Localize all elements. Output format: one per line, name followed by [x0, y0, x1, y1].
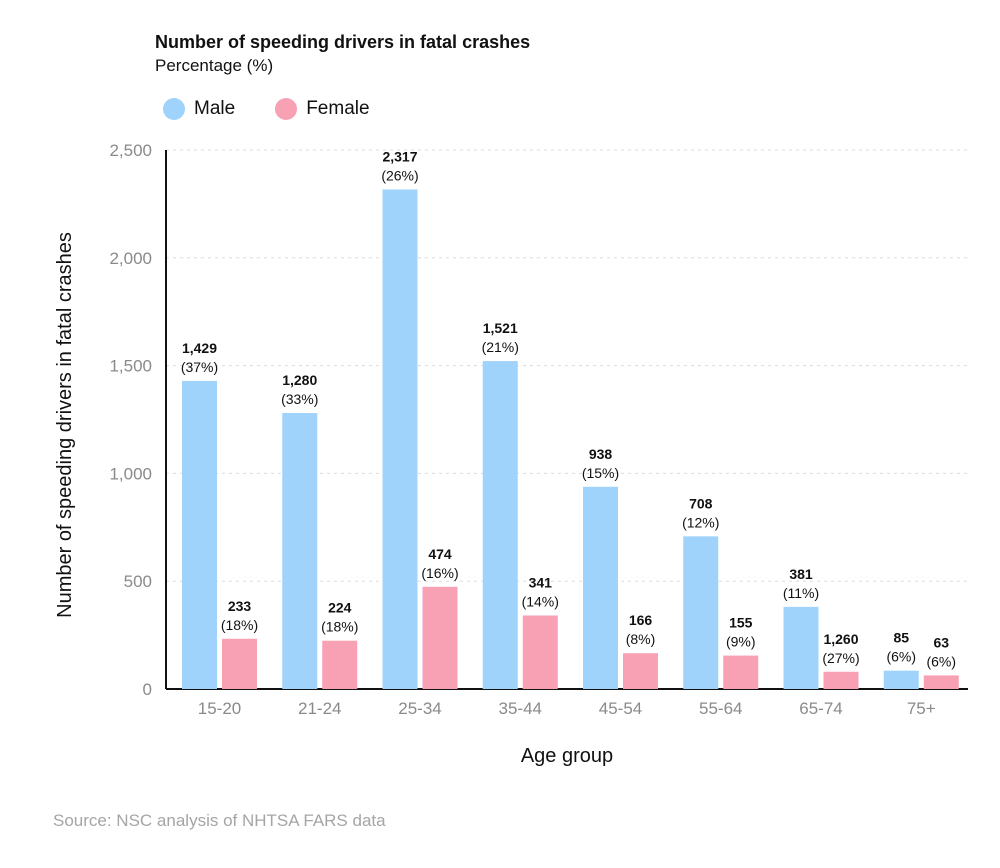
bar-female — [322, 640, 358, 689]
y-tick-label: 1,500 — [109, 357, 152, 376]
data-label-female: 341 — [529, 574, 553, 590]
bar-male — [482, 361, 518, 689]
percent-label-female: (6%) — [926, 653, 956, 669]
data-label-male: 2,317 — [382, 148, 417, 164]
x-tick-label: 35-44 — [499, 699, 542, 718]
bar-female — [222, 638, 257, 689]
legend-item-female: Female — [275, 98, 370, 120]
y-tick-label: 0 — [143, 680, 152, 699]
x-tick-label: 15-20 — [198, 699, 241, 718]
data-label-female: 155 — [729, 615, 753, 631]
percent-label-male: (21%) — [482, 339, 519, 355]
bar-male — [583, 486, 618, 689]
bar-female — [923, 675, 959, 689]
data-label-male: 1,521 — [483, 320, 518, 336]
data-label-female: 233 — [228, 598, 252, 614]
x-axis-title: Age group — [521, 745, 613, 767]
percent-label-female: (8%) — [626, 631, 656, 647]
data-label-male: 85 — [893, 630, 909, 646]
percent-label-male: (26%) — [381, 167, 418, 183]
y-tick-label: 2,500 — [109, 141, 152, 160]
bar-male — [883, 670, 919, 689]
chart-subtitle: Percentage (%) — [155, 56, 274, 75]
x-tick-label: 45-54 — [599, 699, 642, 718]
data-label-female: 63 — [933, 634, 949, 650]
y-tick-label: 500 — [124, 572, 152, 591]
y-axis-title: Number of speeding drivers in fatal cras… — [54, 232, 76, 618]
percent-label-female: (18%) — [221, 617, 258, 633]
legend-label-female: Female — [306, 98, 370, 119]
bar-male — [683, 536, 719, 689]
bar-female — [823, 671, 859, 689]
bar-male — [783, 606, 819, 689]
x-tick-label: 21-24 — [298, 699, 341, 718]
legend-swatch-male — [163, 98, 185, 120]
bar-male — [382, 189, 418, 689]
percent-label-male: (15%) — [582, 465, 619, 481]
percent-label-male: (12%) — [682, 514, 719, 530]
bar-female — [422, 586, 458, 689]
data-label-female: 166 — [629, 612, 653, 628]
data-label-male: 938 — [589, 446, 613, 462]
percent-label-female: (14%) — [522, 593, 559, 609]
x-tick-label: 25-34 — [398, 699, 441, 718]
chart-title: Number of speeding drivers in fatal cras… — [155, 32, 531, 52]
x-tick-label: 75+ — [907, 699, 936, 718]
x-tick-label: 55-64 — [699, 699, 742, 718]
data-label-male: 381 — [789, 566, 813, 582]
data-label-male: 1,429 — [182, 340, 217, 356]
data-label-female: 224 — [328, 600, 352, 616]
bar-female — [723, 655, 759, 689]
source-note: Source: NSC analysis of NHTSA FARS data — [53, 811, 386, 830]
percent-label-male: (11%) — [783, 585, 819, 601]
legend: Male Female — [163, 98, 370, 120]
percent-label-male: (33%) — [281, 391, 318, 407]
data-label-female: 474 — [428, 546, 452, 562]
percent-label-female: (16%) — [421, 565, 458, 581]
percent-label-female: (18%) — [321, 619, 358, 635]
percent-label-male: (37%) — [181, 359, 218, 375]
bar-male — [282, 413, 318, 689]
percent-label-female: (9%) — [726, 634, 756, 650]
y-tick-label: 2,000 — [109, 249, 152, 268]
data-label-male: 708 — [689, 495, 713, 511]
y-tick-label: 1,000 — [109, 464, 152, 483]
percent-label-female: (27%) — [822, 650, 859, 666]
legend-label-male: Male — [194, 98, 236, 119]
bar-female — [522, 615, 558, 689]
x-tick-label: 65-74 — [799, 699, 842, 718]
bar-female — [623, 653, 658, 689]
data-label-female: 1,260 — [823, 631, 858, 647]
legend-item-male: Male — [163, 98, 235, 120]
data-label-male: 1,280 — [282, 372, 317, 388]
bar-male — [182, 380, 217, 689]
legend-swatch-female — [275, 98, 298, 120]
percent-label-male: (6%) — [886, 649, 916, 665]
